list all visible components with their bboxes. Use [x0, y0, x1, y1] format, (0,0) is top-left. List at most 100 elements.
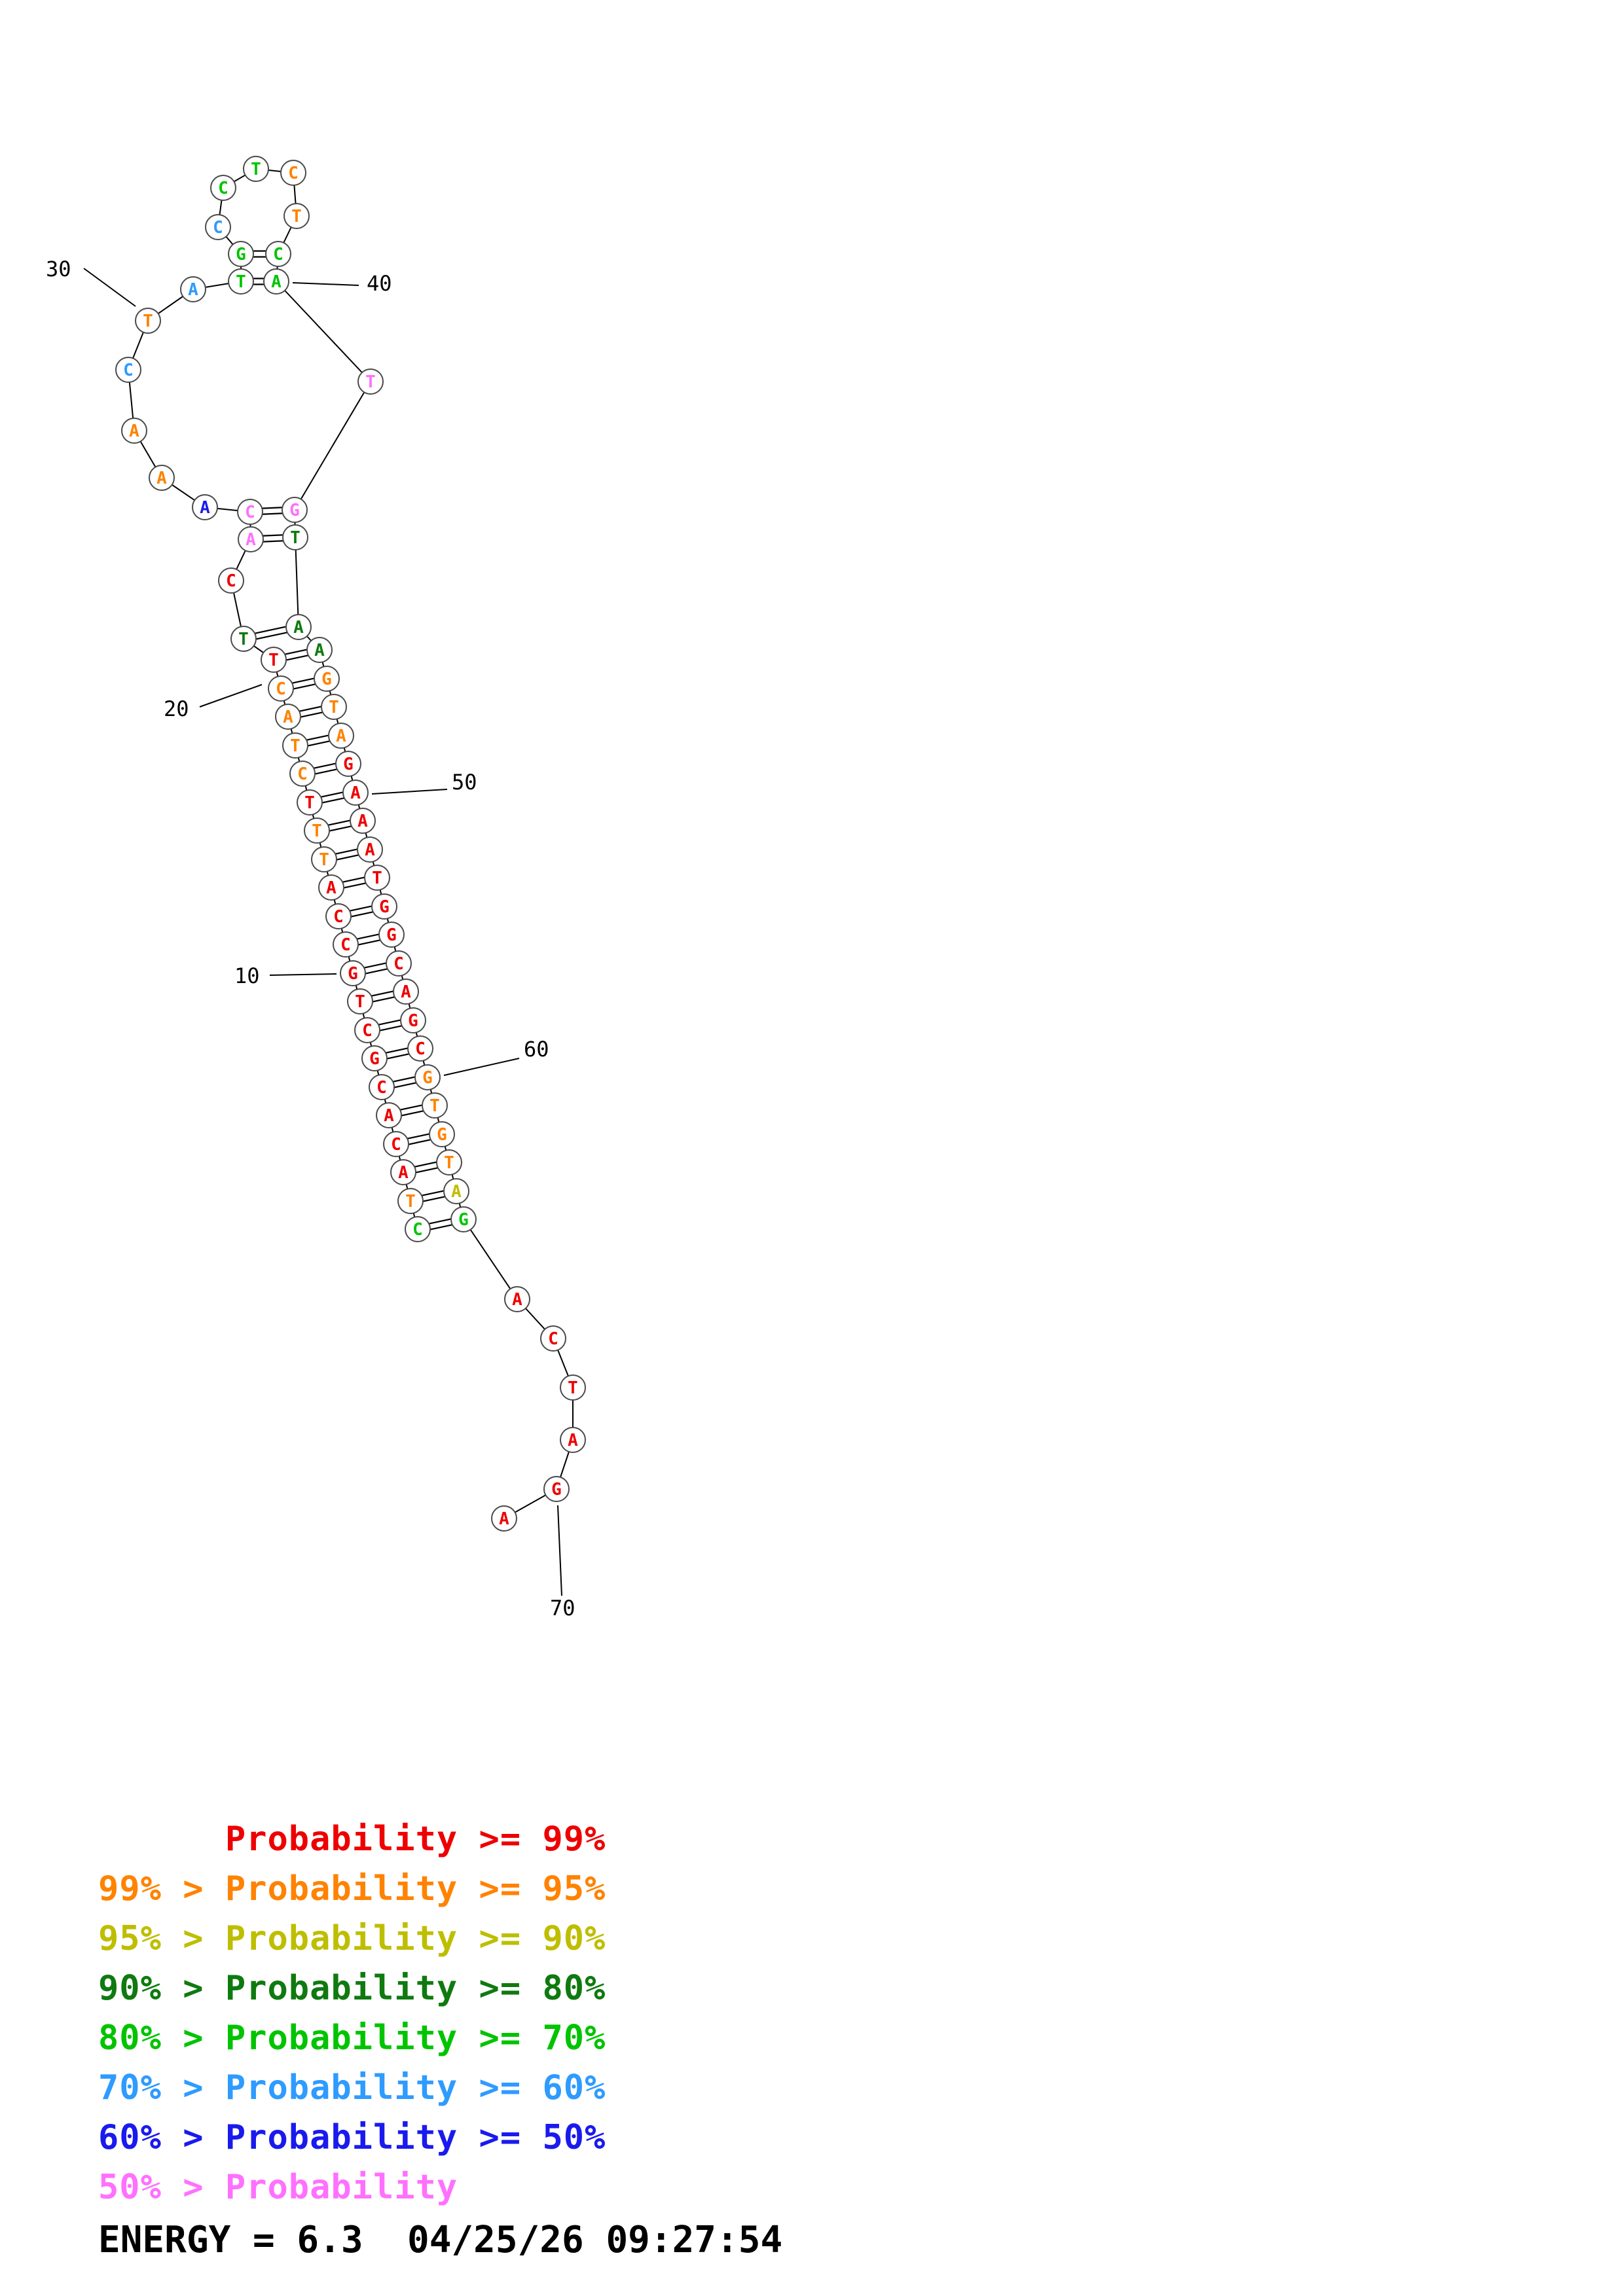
- position-leader-line: [199, 684, 263, 708]
- nucleotide-circle: [407, 1035, 433, 1062]
- nucleotide-circle: [210, 175, 236, 201]
- nucleotide-circle: [314, 666, 340, 692]
- nucleotide-circle: [282, 524, 308, 550]
- nucleotide-letter: C: [245, 503, 255, 522]
- nucleotide-circle: [397, 1188, 424, 1214]
- nucleotide-circle: [347, 988, 373, 1014]
- nucleotide-letter: C: [273, 245, 283, 264]
- nucleotide-letter: C: [412, 1220, 423, 1240]
- nucleotide-letter: T: [291, 207, 302, 226]
- nucleotide-circle: [318, 874, 344, 901]
- nucleotide-letter: G: [408, 1011, 418, 1031]
- nucleotide-letter: T: [444, 1153, 454, 1173]
- nucleotide-letter: C: [123, 361, 134, 380]
- nucleotide-letter: T: [236, 272, 246, 292]
- nucleotide-circle: [275, 704, 301, 730]
- legend-row: 50% > Probability: [98, 2168, 458, 2207]
- position-label: 30: [46, 257, 71, 281]
- nucleotide-letter: T: [312, 821, 322, 841]
- backbone-line: [276, 281, 371, 382]
- nucleotide-circle: [228, 241, 254, 267]
- nucleotide-circle: [450, 1206, 477, 1232]
- nucleotide-letter: A: [365, 840, 375, 860]
- nucleotide-letter: A: [336, 726, 346, 746]
- backbone-line: [295, 537, 299, 628]
- nucleotide-letter: C: [276, 679, 286, 699]
- nucleotide-circle: [429, 1121, 455, 1147]
- nucleotide-letter: A: [283, 708, 293, 727]
- nucleotide-letter: A: [398, 1163, 409, 1183]
- nucleotide-letter: A: [200, 498, 210, 518]
- nucleotide-letter: T: [365, 372, 376, 392]
- nucleotide-letter: T: [355, 992, 365, 1012]
- nucleotide-circle: [369, 1074, 395, 1100]
- nucleotide-circle: [540, 1325, 566, 1352]
- nucleotide-letter: T: [304, 793, 315, 813]
- nucleotide-letter: C: [213, 218, 223, 238]
- nucleotide-letter: G: [379, 897, 390, 917]
- nucleotide-circle: [304, 817, 330, 844]
- nucleotide-letter: G: [458, 1210, 469, 1230]
- nucleotide-letter: G: [437, 1125, 447, 1145]
- nucleotide-letter: G: [386, 925, 397, 945]
- position-label: 60: [524, 1037, 549, 1062]
- nucleotide-circle: [340, 960, 366, 986]
- nucleotide-letter: G: [551, 1480, 562, 1499]
- nucleotide-circle: [378, 922, 405, 948]
- nucleotide-letter: C: [362, 1021, 373, 1041]
- nucleotide-letter: C: [333, 907, 344, 927]
- nucleotide-circle: [321, 694, 347, 720]
- position-leader-line: [292, 282, 359, 286]
- nucleotide-letter: A: [246, 530, 256, 550]
- nucleotide-circle: [386, 950, 412, 977]
- nucleotide-letter: A: [384, 1106, 394, 1126]
- position-label: 40: [367, 271, 392, 296]
- nucleotide-circle: [333, 931, 359, 958]
- nucleotide-circle: [383, 1131, 409, 1157]
- nucleotide-circle: [543, 1476, 570, 1502]
- nucleotide-letter: G: [321, 670, 332, 689]
- position-label: 70: [550, 1596, 575, 1621]
- nucleotide-letter: T: [329, 698, 339, 717]
- nucleotide-circle: [243, 156, 269, 182]
- legend-row: 95% > Probability >= 90%: [98, 1919, 606, 1958]
- nucleotide-circle: [135, 308, 161, 334]
- nucleotide-circle: [280, 160, 306, 186]
- position-label: 50: [452, 770, 477, 795]
- nucleotide-circle: [504, 1286, 530, 1312]
- nucleotide-letter: A: [156, 469, 167, 488]
- nucleotide-letter: C: [218, 179, 228, 198]
- position-leader-line: [557, 1505, 562, 1596]
- nucleotide-circle: [218, 567, 244, 594]
- nucleotide-letter: G: [348, 964, 358, 984]
- nucleotide-circle: [192, 494, 218, 520]
- position-label: 20: [164, 696, 189, 721]
- nucleotide-circle: [263, 268, 289, 295]
- nucleotide-circle: [560, 1427, 586, 1453]
- nucleotide-letter: C: [226, 571, 236, 591]
- nucleotide-circle: [282, 732, 308, 759]
- legend-row: Probability >= 99%: [98, 1820, 606, 1859]
- nucleotide-circle: [265, 241, 291, 267]
- nucleotide-letter: G: [343, 755, 354, 774]
- nucleotide-letter: C: [288, 164, 299, 183]
- nucleotide-circle: [289, 761, 316, 787]
- nucleotide-circle: [364, 865, 390, 891]
- nucleotide-circle: [230, 626, 257, 652]
- legend-row: 90% > Probability >= 80%: [98, 1969, 606, 2008]
- nucleotide-circle: [354, 1017, 380, 1043]
- nucleotide-circle: [237, 499, 263, 525]
- nucleotide-letter: T: [319, 850, 329, 870]
- nucleotide-circle: [325, 903, 352, 929]
- nucleotide-letter: T: [372, 869, 382, 888]
- nucleotide-circle: [228, 268, 254, 295]
- nucleotide-circle: [390, 1159, 416, 1185]
- nucleotide-circle: [282, 497, 308, 523]
- position-label: 10: [234, 963, 260, 988]
- nucleotide-circle: [436, 1149, 462, 1175]
- nucleotide-letter: C: [548, 1329, 558, 1349]
- nucleotide-circle: [405, 1216, 431, 1242]
- energy-annotation: ENERGY = 6.3 04/25/26 09:27:54: [98, 2219, 783, 2261]
- nucleotide-letter: A: [499, 1509, 509, 1529]
